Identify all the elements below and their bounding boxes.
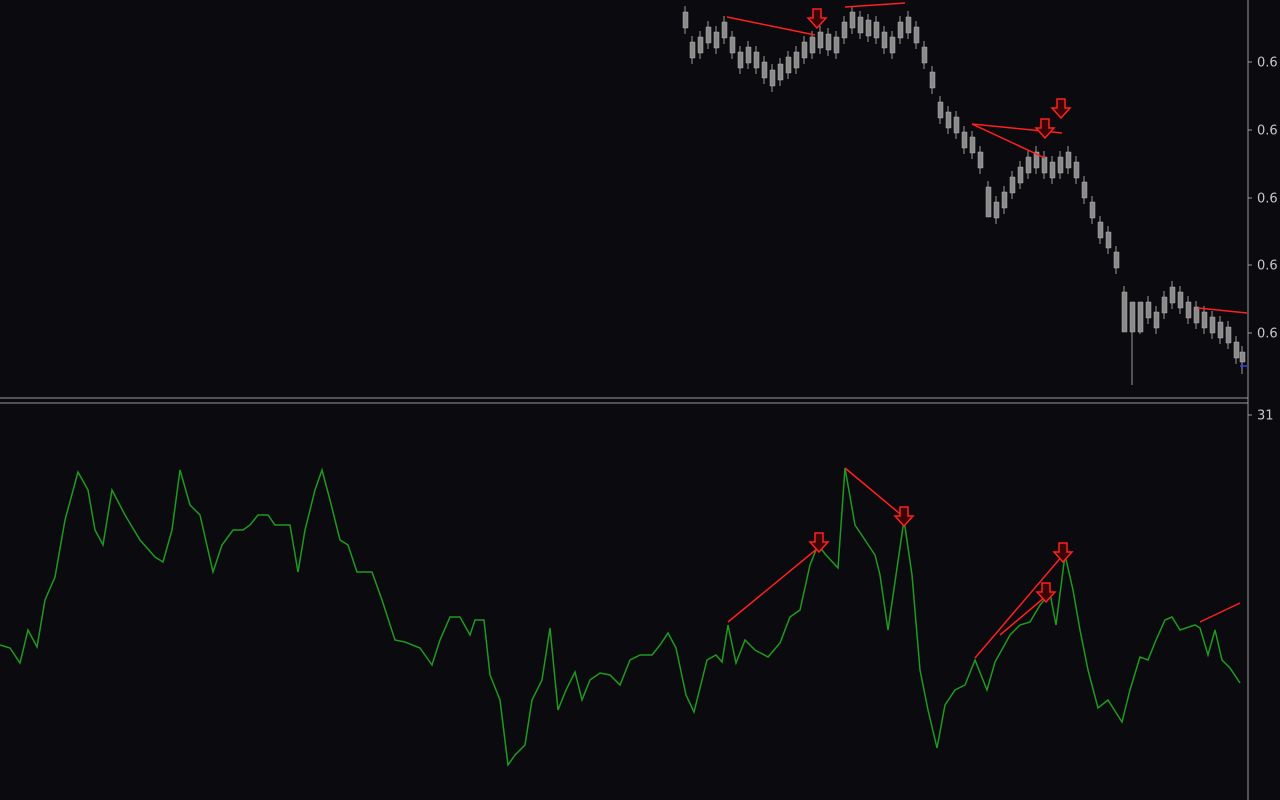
sell-arrow bbox=[806, 8, 828, 30]
sell-arrow bbox=[893, 506, 915, 528]
indicator-divergence-lines bbox=[727, 467, 1241, 659]
divergence-line bbox=[999, 596, 1046, 636]
candle-bodies bbox=[682, 11, 1246, 363]
price-label: 0.6 bbox=[1257, 259, 1278, 274]
price-label: 0.6 bbox=[1257, 192, 1278, 207]
divergence-line bbox=[726, 16, 816, 36]
price-label: 0.6 bbox=[1257, 124, 1278, 139]
sell-arrow bbox=[1035, 582, 1057, 604]
divergence-line bbox=[844, 2, 906, 8]
sell-arrow bbox=[808, 532, 830, 554]
indicator-label: 31 bbox=[1257, 409, 1274, 424]
divergence-line bbox=[844, 467, 906, 519]
sell-arrow bbox=[1052, 542, 1074, 564]
divergence-line bbox=[1199, 602, 1241, 623]
divergence-line bbox=[974, 554, 1064, 659]
divergence-line bbox=[1197, 307, 1248, 314]
divergence-line bbox=[727, 547, 819, 623]
sell-arrows bbox=[806, 8, 1074, 604]
price-label: 0.6 bbox=[1257, 56, 1278, 71]
sell-arrow bbox=[1034, 118, 1056, 140]
sell-arrow bbox=[1050, 98, 1072, 120]
price-label: 0.6 bbox=[1257, 327, 1278, 342]
scale-ticks bbox=[1248, 61, 1252, 416]
divergence-line bbox=[971, 123, 1046, 159]
